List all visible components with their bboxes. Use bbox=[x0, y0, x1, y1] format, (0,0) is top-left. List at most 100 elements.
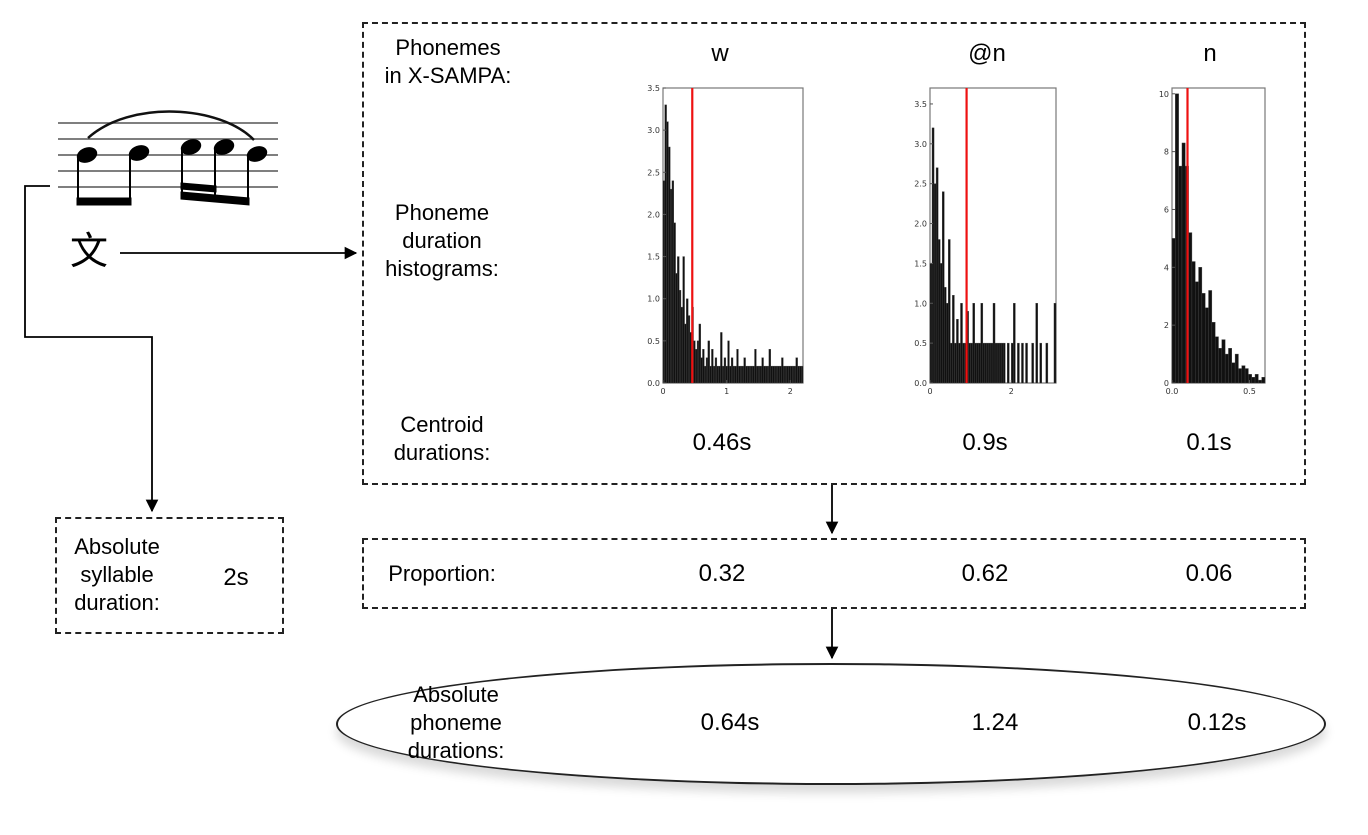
histograms-row-label: Phoneme duration histograms: bbox=[385, 200, 499, 281]
y-tick-label: 1.0 bbox=[914, 299, 927, 308]
histogram-bar bbox=[801, 365, 804, 384]
y-tick-label: 0.5 bbox=[914, 339, 927, 348]
histogram-bar bbox=[1025, 342, 1028, 384]
histogram-bar bbox=[1261, 377, 1266, 384]
x-tick-label: 0.5 bbox=[1243, 387, 1256, 396]
histogram-bar bbox=[1214, 336, 1219, 384]
y-tick-label: 2.5 bbox=[647, 168, 660, 177]
histogram-bar bbox=[1221, 339, 1226, 384]
histogram-bar bbox=[1053, 303, 1057, 384]
histogram-bar bbox=[1191, 261, 1196, 384]
histogram-bar bbox=[1195, 281, 1199, 384]
syllable-duration-value: 2s bbox=[223, 564, 249, 591]
syllable-duration-label: Absolute syllable duration: bbox=[74, 534, 160, 615]
phoneme-w: w bbox=[711, 40, 729, 67]
y-tick-label: 6 bbox=[1164, 205, 1169, 214]
y-tick-label: 2 bbox=[1164, 321, 1169, 330]
histogram-bar bbox=[1045, 342, 1049, 384]
absolute-at-n: 1.24 bbox=[971, 709, 1019, 736]
centroid-at-n: 0.9s bbox=[962, 429, 1008, 456]
y-tick-label: 10 bbox=[1159, 90, 1169, 99]
histogram-bar bbox=[1251, 377, 1256, 384]
histogram-bar bbox=[1035, 303, 1038, 384]
histogram-bar bbox=[1007, 342, 1010, 384]
centroid-w: 0.46s bbox=[692, 429, 752, 456]
y-tick-label: 2.0 bbox=[914, 220, 927, 229]
histogram-bar bbox=[1021, 342, 1024, 384]
syllable-character: 文 bbox=[69, 229, 108, 273]
histogram-bar bbox=[1208, 290, 1213, 384]
histogram-bar bbox=[1013, 303, 1016, 384]
proportion-at-n: 0.62 bbox=[961, 560, 1009, 587]
histogram-bar bbox=[1254, 374, 1259, 384]
histogram-bar bbox=[1175, 93, 1179, 384]
y-tick-label: 3.0 bbox=[647, 126, 660, 135]
y-tick-label: 0 bbox=[1164, 379, 1169, 388]
x-tick-label: 2 bbox=[788, 387, 793, 396]
y-tick-label: 8 bbox=[1164, 148, 1169, 157]
absolute-durations-panel bbox=[336, 663, 1326, 785]
absolute-w: 0.64s bbox=[700, 709, 760, 736]
phoneme-at-n: @n bbox=[968, 40, 1006, 67]
y-tick-label: 3.5 bbox=[914, 100, 927, 109]
x-tick-label: 0.0 bbox=[1166, 387, 1179, 396]
histogram-bar bbox=[1224, 353, 1229, 384]
histogram-bar bbox=[1238, 368, 1242, 384]
histogram-bar bbox=[707, 340, 710, 384]
histogram-bar bbox=[1244, 368, 1249, 384]
histogram-bar bbox=[1205, 307, 1209, 384]
y-tick-label: 4 bbox=[1164, 263, 1169, 272]
x-tick-label: 0 bbox=[660, 387, 665, 396]
proportion-panel bbox=[362, 538, 1306, 609]
phoneme-n: n bbox=[1203, 40, 1217, 67]
histogram-bar bbox=[1211, 322, 1216, 384]
histogram-bar bbox=[1201, 293, 1206, 384]
y-tick-label: 3.5 bbox=[647, 84, 660, 93]
histogram-bar bbox=[1198, 267, 1203, 384]
histogram-bar bbox=[1248, 374, 1252, 384]
y-tick-label: 2.0 bbox=[647, 210, 660, 219]
x-tick-label: 0 bbox=[927, 387, 932, 396]
histogram-bar bbox=[1178, 165, 1183, 384]
histogram-bar bbox=[1039, 342, 1042, 384]
histogram-bar bbox=[1002, 342, 1006, 384]
histogram-bar bbox=[1218, 348, 1223, 384]
absolute-durations-label: Absolute phoneme durations: bbox=[407, 682, 505, 763]
histogram-bar bbox=[1188, 232, 1193, 384]
histogram-bar bbox=[682, 256, 685, 384]
y-tick-label: 0.0 bbox=[914, 379, 927, 388]
histogram-bar bbox=[1258, 379, 1262, 384]
histogram-bar bbox=[1241, 365, 1246, 384]
y-tick-label: 3.0 bbox=[914, 140, 927, 149]
main-panel bbox=[362, 22, 1306, 485]
x-tick-label: 2 bbox=[1009, 387, 1014, 396]
proportion-n: 0.06 bbox=[1185, 560, 1233, 587]
histogram-bar bbox=[727, 340, 730, 384]
y-tick-label: 0.5 bbox=[647, 337, 660, 346]
proportion-label: Proportion: bbox=[388, 561, 496, 586]
histogram-bar bbox=[720, 332, 723, 384]
proportion-w: 0.32 bbox=[698, 560, 746, 587]
centroid-n: 0.1s bbox=[1186, 429, 1232, 456]
syllable-duration-panel bbox=[55, 517, 284, 634]
absolute-n: 0.12s bbox=[1187, 709, 1247, 736]
centroids-row-label: Centroid durations: bbox=[393, 412, 491, 465]
histogram-bar bbox=[1234, 353, 1239, 384]
histogram-bar bbox=[948, 239, 951, 384]
y-tick-label: 0.0 bbox=[647, 379, 660, 388]
histogram-bar bbox=[1231, 362, 1236, 384]
histogram-bar bbox=[1017, 342, 1020, 384]
histogram-bar bbox=[1171, 238, 1176, 384]
histogram-bar bbox=[1228, 348, 1232, 384]
phonemes-row-label: Phonemes in X-SAMPA: bbox=[384, 35, 512, 88]
histogram-bar bbox=[1181, 142, 1186, 384]
y-tick-label: 1.5 bbox=[647, 253, 660, 262]
histogram-bar bbox=[952, 295, 955, 384]
y-tick-label: 2.5 bbox=[914, 180, 927, 189]
y-tick-label: 1.0 bbox=[647, 295, 660, 304]
histogram-bar bbox=[1031, 342, 1034, 384]
histogram-bar bbox=[698, 323, 701, 384]
